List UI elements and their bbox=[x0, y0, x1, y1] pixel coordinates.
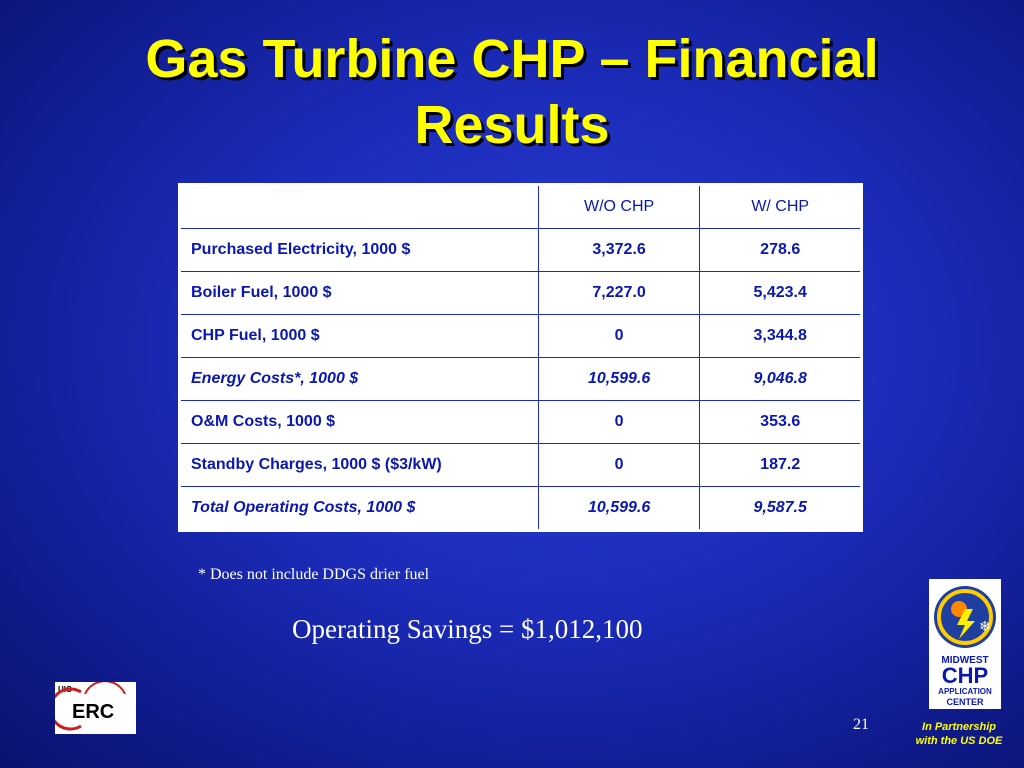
value-without-chp: 10,599.6 bbox=[537, 486, 701, 531]
midwest-chp-logo: ❄ MIDWEST CHP APPLICATION CENTER bbox=[929, 579, 1001, 709]
table-header-row: W/O CHP W/ CHP bbox=[179, 184, 862, 229]
value-with-chp: 5,423.4 bbox=[699, 271, 862, 315]
value-with-chp: 353.6 bbox=[699, 400, 862, 444]
title-line-1: Gas Turbine CHP – Financial bbox=[145, 29, 879, 89]
midwest-chp-logo-graphic: ❄ MIDWEST CHP APPLICATION CENTER bbox=[934, 586, 996, 707]
value-with-chp: 187.2 bbox=[699, 443, 862, 487]
page-number: 21 bbox=[853, 716, 869, 733]
row-label: Standby Charges, 1000 $ ($3/kW) bbox=[179, 443, 539, 487]
row-label: Total Operating Costs, 1000 $ bbox=[179, 486, 539, 531]
table-row: Boiler Fuel, 1000 $ 7,227.0 5,423.4 bbox=[179, 271, 862, 315]
operating-savings-text: Operating Savings = $1,012,100 bbox=[292, 614, 643, 644]
value-with-chp: 9,046.8 bbox=[699, 357, 862, 401]
partner-line-2: with the US DOE bbox=[915, 735, 1003, 747]
row-label: CHP Fuel, 1000 $ bbox=[179, 314, 539, 358]
erc-logo-graphic: UIC ERC bbox=[49, 680, 126, 731]
erc-arc-top bbox=[84, 680, 126, 695]
table-row-total-operating-costs: Total Operating Costs, 1000 $ 10,599.6 9… bbox=[179, 486, 862, 531]
footnote: * Does not include DDGS drier fuel bbox=[198, 566, 430, 583]
row-label: Boiler Fuel, 1000 $ bbox=[179, 271, 539, 315]
row-label: O&M Costs, 1000 $ bbox=[179, 400, 539, 444]
value-without-chp: 10,599.6 bbox=[537, 357, 701, 401]
header-with-chp: W/ CHP bbox=[699, 184, 862, 229]
header-without-chp: W/O CHP bbox=[537, 184, 701, 229]
table-row: Standby Charges, 1000 $ ($3/kW) 0 187.2 bbox=[179, 443, 862, 487]
uic-erc-logo: UIC ERC bbox=[49, 680, 136, 734]
header-empty bbox=[179, 184, 539, 229]
row-label: Energy Costs*, 1000 $ bbox=[179, 357, 539, 401]
snowflake-icon: ❄ bbox=[979, 619, 991, 635]
partner-line-1: In Partnership bbox=[922, 721, 996, 733]
table-row-energy-costs: Energy Costs*, 1000 $ 10,599.6 9,046.8 bbox=[179, 357, 862, 401]
financial-results-table: W/O CHP W/ CHP Purchased Electricity, 10… bbox=[178, 183, 863, 532]
logo-line-midwest: MIDWEST bbox=[941, 655, 988, 666]
value-without-chp: 0 bbox=[537, 314, 701, 358]
row-label: Purchased Electricity, 1000 $ bbox=[179, 228, 539, 272]
table-row: CHP Fuel, 1000 $ 0 3,344.8 bbox=[179, 314, 862, 358]
value-without-chp: 0 bbox=[537, 443, 701, 487]
logo-line-center: CENTER bbox=[946, 697, 984, 707]
table-row: Purchased Electricity, 1000 $ 3,372.6 27… bbox=[179, 228, 862, 272]
value-without-chp: 3,372.6 bbox=[537, 228, 701, 272]
title-line-2: Results bbox=[414, 95, 610, 155]
slide-title: Gas Turbine CHP – Financial Results bbox=[0, 26, 1024, 158]
value-with-chp: 278.6 bbox=[699, 228, 862, 272]
logo-ring bbox=[937, 589, 993, 645]
value-with-chp: 9,587.5 bbox=[699, 486, 862, 531]
partnership-note: In Partnership with the US DOE bbox=[898, 720, 1020, 748]
value-without-chp: 7,227.0 bbox=[537, 271, 701, 315]
logo-erc-text: ERC bbox=[72, 701, 114, 723]
value-with-chp: 3,344.8 bbox=[699, 314, 862, 358]
value-without-chp: 0 bbox=[537, 400, 701, 444]
table-row: O&M Costs, 1000 $ 0 353.6 bbox=[179, 400, 862, 444]
lightning-icon bbox=[957, 609, 975, 639]
logo-line-application: APPLICATION bbox=[938, 687, 992, 696]
logo-line-chp: CHP bbox=[942, 663, 988, 688]
